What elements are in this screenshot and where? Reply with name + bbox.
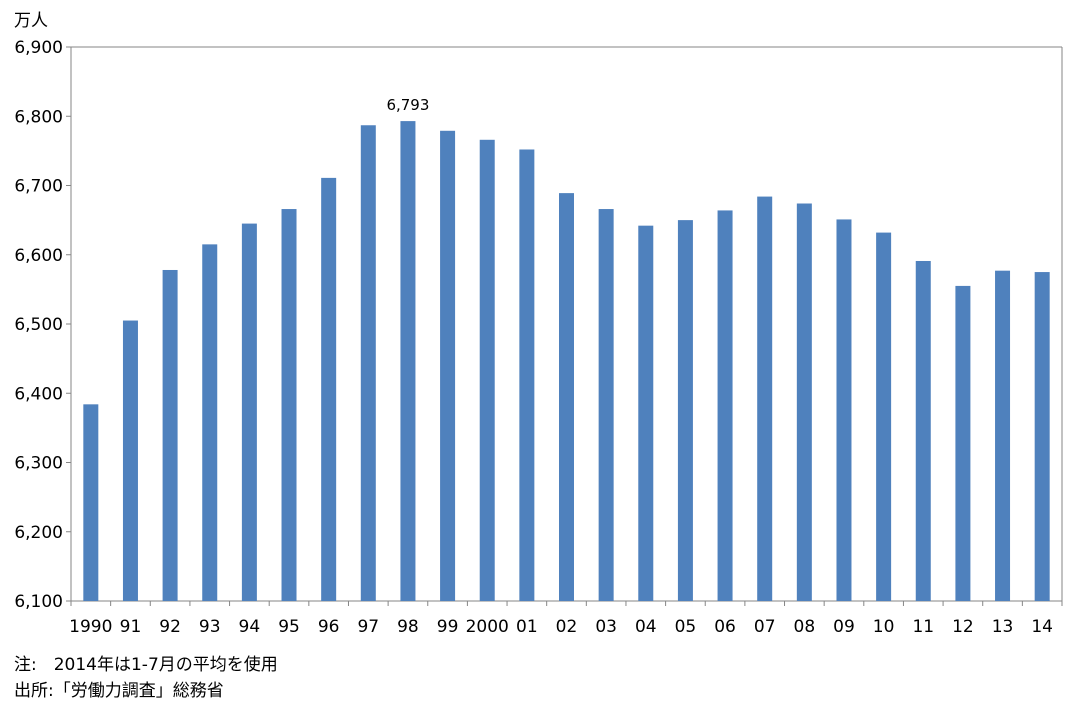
bar	[757, 196, 773, 601]
x-tick-label: 07	[754, 617, 776, 637]
bar	[519, 149, 535, 602]
bar	[995, 270, 1011, 601]
data-label: 6,793	[386, 96, 429, 114]
y-tick-label: 6,800	[14, 107, 63, 127]
x-tick-label: 13	[992, 617, 1014, 637]
x-tick-label: 06	[714, 617, 736, 637]
x-tick-label: 09	[833, 617, 855, 637]
footnote-note: 注: 2014年は1-7月の平均を使用	[14, 655, 278, 675]
y-tick-label: 6,200	[14, 523, 63, 543]
x-tick-label: 11	[912, 617, 934, 637]
x-tick-label: 96	[318, 617, 340, 637]
bar	[440, 130, 456, 602]
x-tick-label: 04	[635, 617, 657, 637]
bar	[717, 210, 733, 601]
y-tick-label: 6,700	[14, 177, 63, 197]
x-tick-label: 97	[357, 617, 379, 637]
bar	[598, 209, 614, 602]
x-tick-label: 1990	[69, 617, 112, 637]
y-tick-label: 6,600	[14, 246, 63, 266]
bar	[400, 121, 416, 601]
bar	[876, 232, 892, 601]
bar	[122, 320, 138, 601]
x-tick-label: 10	[873, 617, 895, 637]
x-tick-label: 98	[397, 617, 419, 637]
x-tick-label: 91	[120, 617, 142, 637]
x-tick-label: 99	[437, 617, 459, 637]
bar	[83, 404, 99, 601]
bar	[638, 225, 654, 602]
bar	[836, 219, 852, 601]
chart-bars	[83, 121, 1050, 602]
chart-labels: 6,100 6,200 6,300 6,400 6,500 6,600 6,700 6,800…	[14, 38, 1053, 637]
x-tick-label: 03	[595, 617, 617, 637]
bar	[479, 139, 495, 602]
bar	[1034, 272, 1050, 601]
x-tick-label: 08	[794, 617, 816, 637]
x-tick-label: 93	[199, 617, 221, 637]
bar-chart: 6,100 6,200 6,300 6,400 6,500 6,600 6,700 6,800…	[14, 38, 1063, 637]
x-tick-label: 05	[675, 617, 697, 637]
bar	[202, 244, 218, 602]
bar	[241, 223, 257, 601]
y-tick-label: 6,500	[14, 315, 63, 335]
y-axis-unit-label: 万人	[14, 11, 48, 31]
x-tick-label: 14	[1031, 617, 1053, 637]
bar	[281, 209, 297, 602]
x-tick-label: 02	[556, 617, 578, 637]
bar	[955, 285, 971, 601]
x-tick-label: 01	[516, 617, 538, 637]
bar	[559, 193, 574, 601]
y-tick-label: 6,300	[14, 454, 63, 474]
x-tick-label: 2000	[466, 617, 509, 637]
x-tick-label: 12	[952, 617, 974, 637]
bar	[915, 260, 931, 601]
bar	[796, 203, 812, 601]
x-tick-label: 92	[159, 617, 181, 637]
bar	[360, 125, 376, 601]
y-tick-label: 6,900	[14, 38, 63, 58]
y-tick-label: 6,400	[14, 384, 63, 404]
bar	[162, 269, 178, 601]
bar	[321, 177, 337, 601]
x-tick-label: 95	[278, 617, 300, 637]
y-tick-label: 6,100	[14, 592, 63, 612]
footnote-source: 出所:「労働力調査」総務省	[14, 681, 224, 701]
x-tick-label: 94	[239, 617, 261, 637]
bar	[677, 220, 693, 601]
